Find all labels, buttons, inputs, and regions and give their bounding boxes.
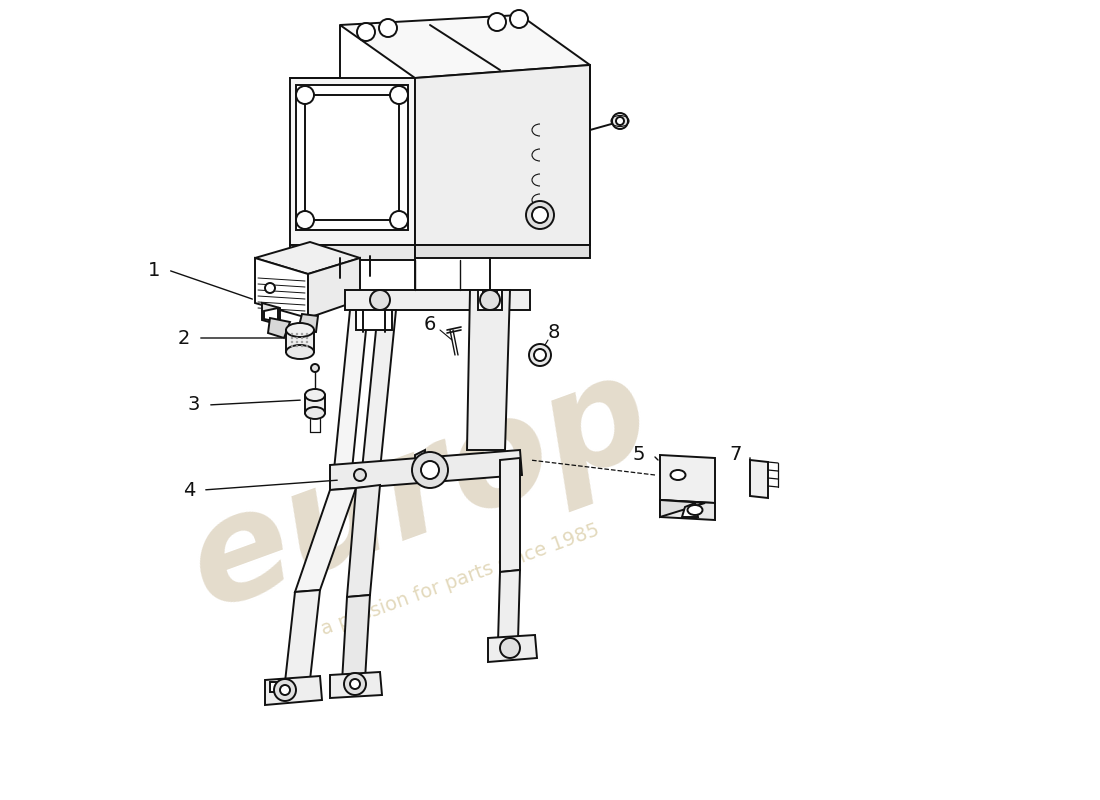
Circle shape [306,345,308,347]
Polygon shape [255,242,360,274]
Polygon shape [415,450,425,462]
Polygon shape [345,290,530,310]
Text: 1: 1 [147,261,160,279]
Text: 7: 7 [729,446,743,465]
Polygon shape [290,245,415,260]
Circle shape [296,211,314,229]
Polygon shape [268,318,290,338]
Text: a passion for parts since 1985: a passion for parts since 1985 [318,521,602,639]
Circle shape [612,113,628,129]
Circle shape [390,86,408,104]
Circle shape [421,461,439,479]
Circle shape [296,337,298,339]
Circle shape [390,211,408,229]
Bar [270,682,284,692]
Text: 2: 2 [177,329,190,347]
Polygon shape [334,310,368,470]
Polygon shape [342,595,370,682]
Polygon shape [468,290,510,450]
Polygon shape [295,488,356,592]
Polygon shape [265,676,322,705]
Circle shape [488,13,506,31]
Circle shape [532,207,548,223]
Circle shape [616,117,624,125]
Circle shape [306,333,308,335]
Polygon shape [296,85,408,230]
Circle shape [358,23,375,41]
Circle shape [500,638,520,658]
Polygon shape [264,308,278,322]
Bar [305,395,324,413]
Polygon shape [498,570,520,642]
Polygon shape [682,503,698,517]
Text: 8: 8 [548,323,560,342]
Circle shape [296,86,314,104]
Circle shape [480,290,501,310]
Circle shape [311,364,319,372]
Ellipse shape [671,470,685,480]
Circle shape [301,341,303,343]
Circle shape [301,337,303,339]
Ellipse shape [286,345,313,359]
Circle shape [292,337,293,339]
Polygon shape [298,314,318,332]
Polygon shape [330,450,522,490]
Polygon shape [340,15,590,78]
Circle shape [344,673,366,695]
Text: 5: 5 [632,446,645,465]
Circle shape [301,345,303,347]
Text: 6: 6 [424,315,437,334]
Circle shape [534,349,546,361]
Circle shape [370,290,390,310]
Circle shape [296,341,298,343]
Polygon shape [262,303,280,325]
Polygon shape [488,635,537,662]
Circle shape [306,341,308,343]
Circle shape [354,469,366,481]
Polygon shape [356,310,392,330]
Polygon shape [285,590,320,682]
Bar [483,292,497,304]
Circle shape [301,333,303,335]
Polygon shape [346,485,380,597]
Polygon shape [660,455,715,503]
Circle shape [510,10,528,28]
Circle shape [292,341,293,343]
Circle shape [274,679,296,701]
Circle shape [296,333,298,335]
Polygon shape [660,500,715,520]
Polygon shape [530,344,550,366]
Circle shape [296,345,298,347]
Ellipse shape [305,407,324,419]
Polygon shape [415,65,590,245]
Polygon shape [330,672,382,698]
Bar [286,330,313,352]
Circle shape [529,344,551,366]
Polygon shape [305,95,399,220]
Ellipse shape [286,323,313,337]
Polygon shape [308,258,360,318]
Circle shape [292,333,293,335]
Polygon shape [478,290,502,310]
Polygon shape [255,258,308,318]
Polygon shape [660,500,705,517]
Polygon shape [750,460,768,498]
Ellipse shape [688,505,703,515]
Text: 3: 3 [188,395,200,414]
Ellipse shape [305,389,324,401]
Polygon shape [362,310,396,470]
Circle shape [526,201,554,229]
Circle shape [379,19,397,37]
Polygon shape [415,245,590,258]
Polygon shape [290,78,415,245]
Circle shape [292,345,293,347]
Polygon shape [500,458,520,572]
Circle shape [265,283,275,293]
Circle shape [350,679,360,689]
Text: europ: europ [170,342,669,638]
Circle shape [412,452,448,488]
Circle shape [306,337,308,339]
Text: 4: 4 [183,481,195,499]
Circle shape [280,685,290,695]
